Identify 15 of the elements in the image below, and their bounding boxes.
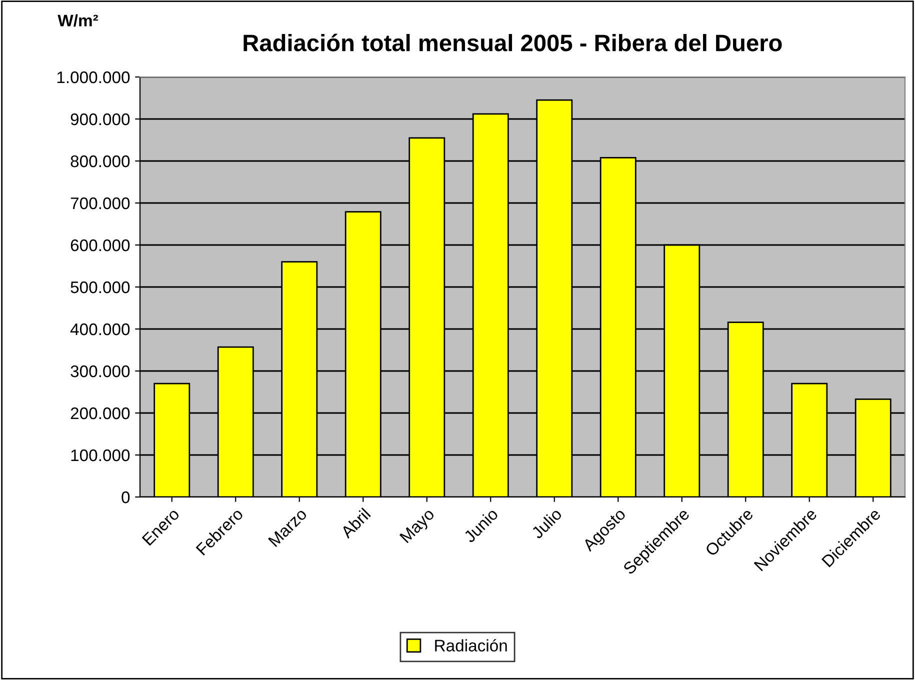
y-axis-title: W/m² [58,14,98,27]
y-tick-label: 800.000 [70,155,130,168]
y-tick-label: 0 [122,491,130,504]
y-tick-label: 700.000 [70,197,130,210]
y-tick-label: 400.000 [70,323,130,336]
x-tick-label: Julio [530,507,563,540]
y-tick-label: 900.000 [70,113,130,126]
y-tick-label: 300.000 [70,365,130,378]
y-tick-label: 200.000 [70,407,130,420]
y-tick-label: 100.000 [71,449,130,462]
chart-title: Radiación total mensual 2005 - Ribera del Duero [244,34,782,52]
y-tick-label: 500.000 [70,281,130,294]
legend-label: Radiación [435,639,507,652]
y-tick-label: 1.000.000 [57,71,130,84]
y-tick-label: 600.000 [70,239,130,252]
